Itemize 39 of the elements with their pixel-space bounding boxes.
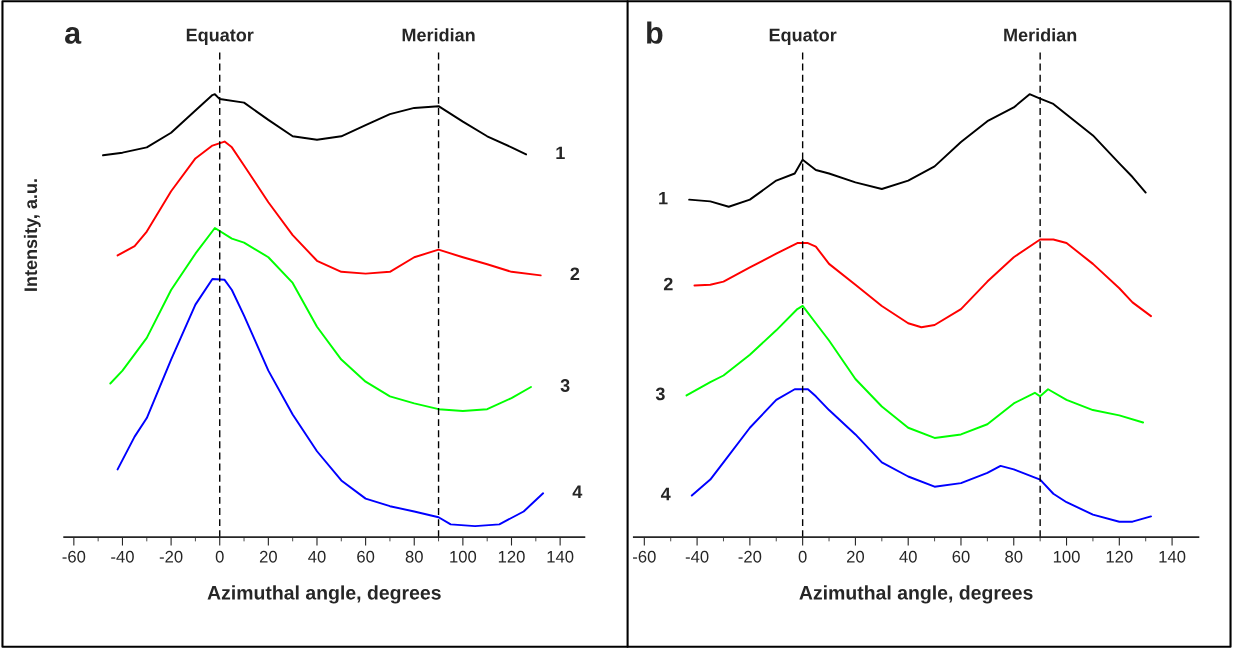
x-tick-label: 120 <box>498 550 525 563</box>
x-tick-label: 80 <box>1005 550 1023 563</box>
x-tick-label: -60 <box>633 550 656 563</box>
x-tick-label: 60 <box>357 550 375 563</box>
x-tick-label: 80 <box>405 550 423 563</box>
y-axis-title: Intensity, a.u. <box>23 179 41 291</box>
series-label: 4 <box>572 485 583 498</box>
series-label: 2 <box>570 267 580 281</box>
x-tick-label: 40 <box>308 550 326 563</box>
x-tick-label: 100 <box>450 550 477 563</box>
x-tick-label: 120 <box>1106 550 1133 563</box>
x-tick-label: -20 <box>159 550 183 563</box>
x-tick-label: 20 <box>847 550 865 563</box>
x-tick-label: 140 <box>1159 550 1186 563</box>
ref-line-label: Meridian <box>402 28 475 42</box>
x-tick-label: -40 <box>685 550 709 563</box>
text: a <box>65 27 82 44</box>
x-tick-label: 0 <box>798 550 807 563</box>
series-label: 3 <box>655 387 665 401</box>
series-label: 1 <box>556 146 565 160</box>
series-label: 2 <box>663 277 673 291</box>
x-tick-label: -40 <box>111 550 134 563</box>
series-label: 4 <box>660 487 671 501</box>
x-tick-label: 20 <box>259 550 277 563</box>
ref-line-label: Equator <box>186 28 254 46</box>
x-tick-label: 100 <box>1053 550 1080 563</box>
text: b <box>647 21 663 44</box>
x-tick-label: 0 <box>215 550 224 563</box>
x-tick-label: 60 <box>952 550 970 563</box>
x-tick-label: 140 <box>547 550 574 563</box>
x-tick-label: 40 <box>899 550 917 563</box>
x-axis-title: Azimuthal angle, degrees <box>207 585 441 604</box>
series-label: 3 <box>560 379 570 392</box>
ref-line-label: Equator <box>769 28 837 46</box>
x-tick-label: -60 <box>62 550 86 563</box>
x-axis-title: Azimuthal angle, degrees <box>799 585 1033 604</box>
ref-line-label: Meridian <box>1004 28 1077 42</box>
series-label: 1 <box>659 191 668 205</box>
x-tick-label: -20 <box>738 550 762 563</box>
